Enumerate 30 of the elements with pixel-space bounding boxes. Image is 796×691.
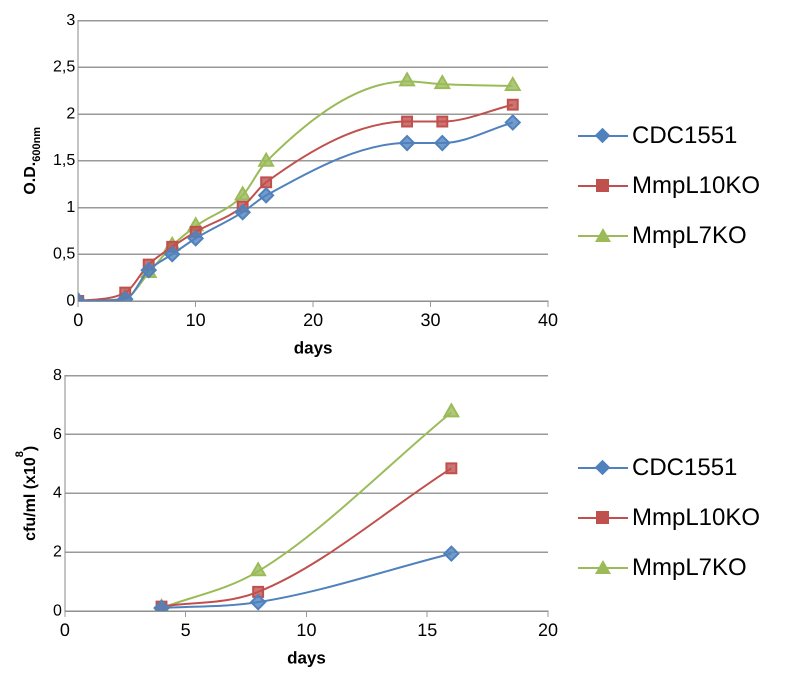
y-tick-label: 2,5 — [52, 58, 76, 76]
x-tick-label: 20 — [303, 310, 324, 330]
x-axis-title: days — [294, 338, 332, 358]
x-tick-label: 10 — [296, 620, 316, 640]
y-tick-label: 6 — [52, 426, 62, 443]
y-tick-label: 2 — [52, 544, 62, 561]
legend-label: MmpL10KO — [632, 172, 760, 200]
x-tick-label: 15 — [417, 620, 438, 640]
x-axis-title: days — [287, 648, 326, 668]
y-tick-label: 3 — [66, 12, 76, 30]
legend-label: CDC1551 — [632, 454, 738, 482]
y-tick-label: 1 — [66, 198, 76, 216]
legend-label: MmpL7KO — [632, 222, 747, 250]
legend-label: CDC1551 — [632, 122, 738, 150]
x-tick-label: 20 — [538, 620, 558, 640]
x-tick-label: 40 — [538, 310, 558, 330]
y-tick-label: 0,5 — [52, 246, 76, 263]
y-tick-label: 1,5 — [52, 152, 76, 170]
y-axis-title: O.D.600nm — [22, 126, 43, 195]
x-tick-label: 5 — [180, 620, 191, 640]
y-tick-label: 4 — [52, 484, 62, 502]
y-tick-label: 8 — [52, 367, 62, 384]
x-tick-label: 10 — [186, 310, 206, 330]
y-tick-label: 2 — [66, 105, 76, 122]
x-tick-label: 30 — [420, 310, 441, 330]
legend-label: MmpL10KO — [632, 504, 760, 532]
y-tick-label: 0 — [52, 602, 62, 620]
y-tick-label: 0 — [66, 292, 76, 310]
legend-label: MmpL7KO — [632, 554, 747, 582]
y-axis-title: cfu/ml (x108) — [14, 446, 39, 541]
